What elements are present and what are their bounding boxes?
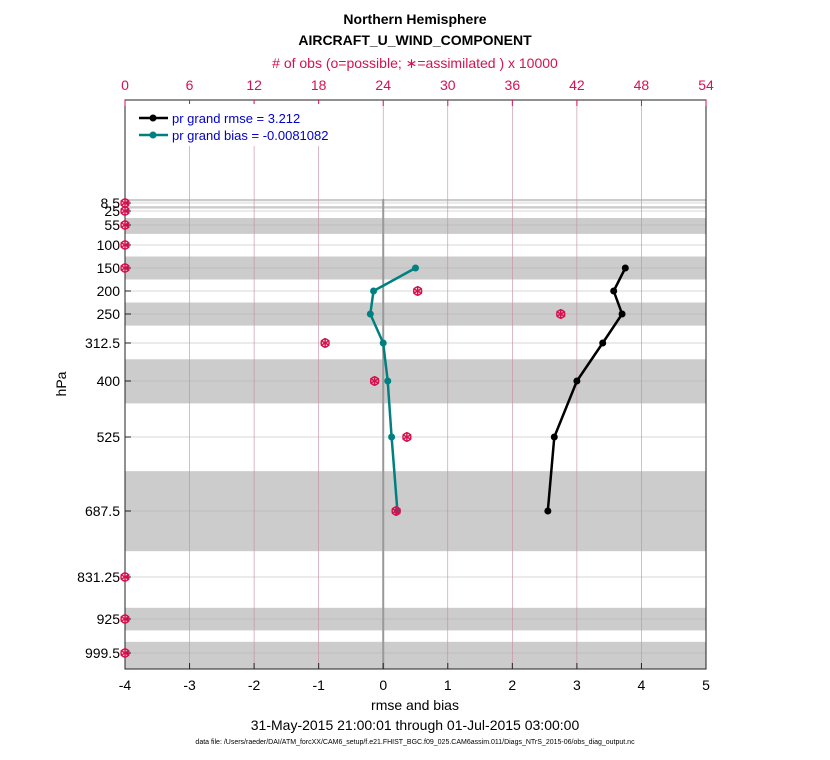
shaded-band: [125, 359, 706, 404]
y-tick-label: 55: [104, 217, 120, 233]
rmse-point: [610, 287, 618, 295]
obs-assimilated-marker: [120, 206, 130, 216]
y-tick-label: 525: [97, 429, 121, 445]
shaded-band: [125, 218, 706, 234]
top-tick-label: 6: [186, 77, 194, 93]
x-tick-label: -4: [119, 677, 132, 693]
y-tick-label: 250: [97, 306, 121, 322]
x-tick-label: -1: [312, 677, 325, 693]
x-axis-label: rmse and bias: [371, 697, 459, 713]
rmse-point: [621, 264, 629, 272]
date-range: 31-May-2015 21:00:01 through 01-Jul-2015…: [251, 717, 580, 733]
bias-point: [412, 264, 419, 272]
rmse-point: [599, 339, 607, 347]
top-tick-label: 30: [440, 77, 456, 93]
legend-box: [131, 104, 361, 146]
y-tick-label: 999.5: [85, 645, 120, 661]
x-tick-label: 4: [638, 677, 646, 693]
y-tick-label: 400: [97, 373, 121, 389]
bias-point: [384, 377, 392, 385]
obs-asterisk-stroke: [369, 377, 380, 385]
x-tick-label: -2: [248, 677, 261, 693]
top-tick-label: 36: [505, 77, 521, 93]
top-tick-label: 0: [121, 77, 129, 93]
obs-asterisk-stroke: [120, 241, 130, 249]
top-tick-label: 42: [569, 77, 585, 93]
shaded-band: [125, 641, 706, 669]
obs-assimilated-marker: [402, 432, 412, 442]
obs-asterisk-stroke: [391, 507, 401, 515]
rmse-point: [618, 310, 626, 318]
top-tick-label: 54: [698, 77, 714, 93]
y-tick-label: 312.5: [85, 335, 120, 351]
obs-assimilated-marker: [120, 220, 130, 230]
obs-asterisk-stroke: [120, 573, 130, 581]
y-tick-label: 100: [97, 237, 121, 253]
obs-asterisk-stroke: [120, 199, 130, 207]
x-tick-label: 3: [573, 677, 581, 693]
x-tick-label: -3: [183, 677, 196, 693]
obs-assimilated-marker: [120, 240, 130, 250]
x-tick-label: 0: [379, 677, 387, 693]
obs-assimilated-marker: [320, 338, 330, 348]
x-tick-label: 2: [508, 677, 516, 693]
top-tick-label: 24: [375, 77, 391, 93]
legend: pr grand rmse = 3.212 pr grand bias = -0…: [131, 104, 361, 146]
legend-rmse-label: pr grand rmse = 3.212: [172, 111, 300, 126]
obs-assimilated-marker: [391, 506, 401, 516]
bias-point: [388, 433, 396, 441]
obs-assimilated-marker: [120, 572, 130, 582]
rmse-point: [573, 377, 581, 385]
chart-title: Northern Hemisphere: [343, 11, 486, 27]
obs-asterisk-stroke: [120, 207, 130, 215]
obs-asterisk-stroke: [120, 615, 130, 623]
bias-point: [370, 287, 378, 295]
obs-asterisk-stroke: [120, 649, 130, 657]
shaded-band: [125, 206, 706, 209]
top-tick-label: 48: [634, 77, 650, 93]
obs-asterisk-stroke: [320, 339, 330, 347]
y-tick-label: 25: [104, 203, 120, 219]
chart-subtitle: AIRCRAFT_U_WIND_COMPONENT: [298, 32, 532, 48]
shaded-band: [125, 199, 706, 202]
obs-assimilated-marker: [412, 286, 423, 296]
legend-bias-label: pr grand bias = -0.0081082: [172, 128, 328, 143]
rmse-point: [550, 433, 558, 441]
obs-asterisk-stroke: [120, 264, 130, 272]
obs-assimilated-marker: [369, 376, 380, 386]
y-axis-label: hPa: [53, 371, 69, 396]
obs-assimilated-marker: [120, 648, 130, 658]
x-tick-label: 1: [444, 677, 452, 693]
legend-bias-marker: [149, 131, 157, 139]
obs-assimilated-marker: [120, 263, 130, 273]
obs-assimilated-marker: [556, 309, 566, 319]
obs-asterisk-stroke: [120, 221, 130, 229]
obs-asterisk-stroke: [412, 287, 423, 295]
plot-area: -4 -3 -2 -1 0 1 2 3 4 50 6 12 18 24 30 36 42 48 548.525551…: [77, 77, 714, 693]
x-tick-label: 5: [702, 677, 710, 693]
top-tick-label: 18: [311, 77, 327, 93]
rmse-point: [544, 507, 552, 515]
plot-frame: [124, 99, 707, 670]
bias-point: [379, 339, 387, 347]
obs-asterisk-stroke: [556, 310, 566, 318]
data-file-note: data file: /Users/raeder/DAI/ATM_forcXX/…: [195, 739, 635, 746]
bias-point: [366, 310, 374, 318]
obs-asterisk-stroke: [402, 433, 412, 441]
obs-assimilated-marker: [120, 614, 130, 624]
legend-rmse-marker: [149, 114, 157, 122]
top-tick-label: 12: [246, 77, 262, 93]
y-tick-label: 925: [97, 611, 121, 627]
y-tick-label: 831.25: [77, 569, 120, 585]
top-axis-label: # of obs (o=possible; ∗=assimilated ) x …: [272, 55, 558, 71]
y-tick-label: 8.5: [101, 195, 121, 211]
y-tick-label: 687.5: [85, 503, 120, 519]
y-tick-label: 200: [97, 283, 121, 299]
y-tick-label: 150: [97, 260, 121, 276]
